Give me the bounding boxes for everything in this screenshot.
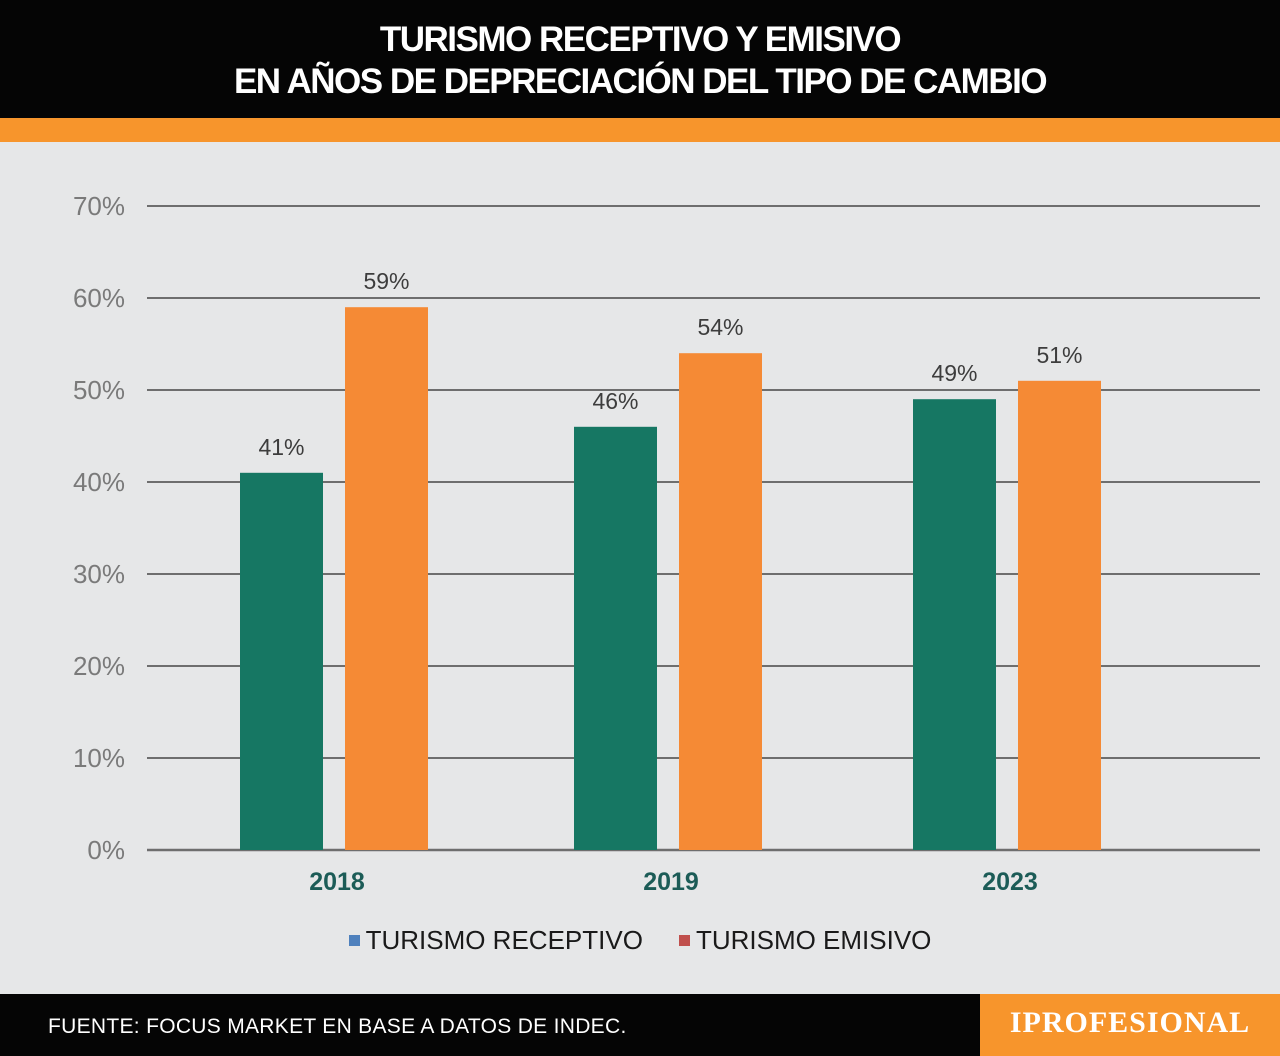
y-tick-label: 60% bbox=[73, 283, 125, 313]
legend-swatch-emisivo bbox=[678, 935, 690, 946]
bar bbox=[240, 472, 323, 850]
x-tick-label: 2023 bbox=[982, 868, 1038, 896]
x-tick-label: 2019 bbox=[643, 868, 699, 896]
bar-chart: 0% 10% 20% 30% 40% 50% 60% 70% 41% 59% 2018 46% 54% 2… bbox=[73, 191, 1260, 896]
data-label: 49% bbox=[931, 360, 977, 386]
legend-item-receptivo: TURISMO RECEPTIVO bbox=[348, 925, 643, 956]
legend-label-receptivo: TURISMO RECEPTIVO bbox=[365, 925, 643, 955]
y-tick-label: 70% bbox=[73, 191, 125, 221]
y-tick-label: 40% bbox=[73, 467, 125, 497]
data-label: 59% bbox=[363, 268, 409, 294]
data-label: 54% bbox=[697, 314, 743, 340]
y-tick-label: 0% bbox=[87, 835, 125, 865]
bar bbox=[345, 307, 428, 850]
y-tick-label: 30% bbox=[73, 559, 125, 589]
chart-title-line-1: TURISMO RECEPTIVO Y EMISIVO bbox=[379, 20, 902, 59]
source-note: FUENTE: FOCUS MARKET EN BASE A DATOS DE … bbox=[48, 1015, 627, 1038]
bar bbox=[913, 399, 996, 850]
header-bar bbox=[0, 0, 1280, 118]
legend-label-emisivo: TURISMO EMISIVO bbox=[695, 925, 932, 955]
brand-logo: IPROFESIONAL bbox=[1009, 1006, 1251, 1039]
y-tick-label: 10% bbox=[73, 743, 125, 773]
data-label: 46% bbox=[592, 388, 638, 414]
x-tick-label: 2018 bbox=[309, 868, 365, 896]
chart-title-line-2: EN AÑOS DE DEPRECIACIÓN DEL TIPO DE CAMB… bbox=[233, 62, 1048, 101]
data-label: 51% bbox=[1036, 342, 1082, 368]
y-tick-label: 50% bbox=[73, 375, 125, 405]
bar bbox=[679, 353, 762, 850]
data-label: 41% bbox=[258, 434, 304, 460]
legend: TURISMO RECEPTIVO TURISMO EMISIVO bbox=[0, 925, 1280, 956]
legend-swatch-receptivo bbox=[348, 935, 360, 946]
y-tick-label: 20% bbox=[73, 651, 125, 681]
accent-stripe bbox=[0, 118, 1280, 142]
logo-box bbox=[980, 994, 1280, 1056]
legend-item-emisivo: TURISMO EMISIVO bbox=[678, 925, 932, 956]
bar bbox=[1018, 380, 1101, 850]
bar bbox=[574, 426, 657, 850]
